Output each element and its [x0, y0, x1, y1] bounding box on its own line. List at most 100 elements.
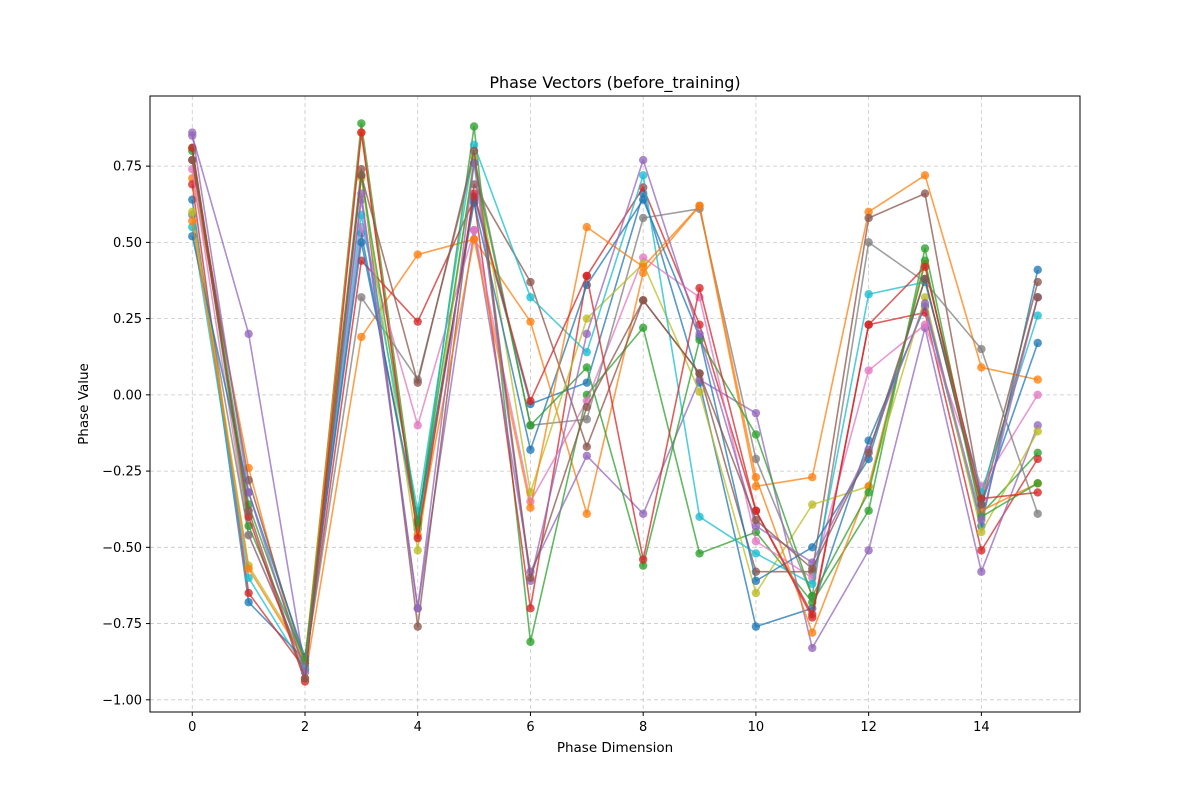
data-point	[188, 128, 197, 137]
data-point	[638, 561, 648, 570]
data-point	[695, 387, 704, 396]
series-line	[191, 184, 1039, 671]
data-point	[638, 213, 648, 223]
data-point	[808, 591, 817, 601]
data-point	[1033, 265, 1042, 275]
data-point	[357, 293, 366, 302]
data-point	[638, 155, 648, 165]
data-point	[751, 521, 761, 531]
data-point	[751, 588, 761, 598]
data-point	[188, 216, 197, 226]
series-lines	[188, 119, 1042, 686]
data-point	[357, 128, 366, 137]
data-point	[1033, 454, 1042, 464]
data-point	[244, 573, 253, 583]
data-point	[920, 274, 930, 284]
data-point	[751, 549, 761, 558]
data-point	[638, 262, 648, 271]
data-point	[469, 189, 479, 198]
data-point	[864, 320, 873, 329]
x-tick-label: 14	[973, 720, 990, 735]
data-point	[300, 674, 310, 683]
data-point	[638, 171, 648, 180]
data-point	[751, 454, 761, 464]
data-point	[1033, 479, 1042, 488]
data-point	[1033, 277, 1042, 287]
data-point	[1033, 488, 1042, 497]
data-point	[1033, 338, 1042, 348]
x-axis-ticks: 0 2 4 6 8 10 12 14	[188, 712, 990, 735]
data-point	[864, 213, 873, 223]
data-point	[977, 567, 986, 576]
y-tick-label: 0.50	[113, 236, 142, 251]
data-point	[1033, 375, 1042, 384]
data-point	[582, 442, 592, 451]
data-point	[977, 546, 986, 555]
data-point	[413, 622, 422, 631]
data-point	[977, 515, 986, 525]
data-point	[920, 189, 930, 198]
data-point	[920, 320, 930, 329]
plot-frame	[149, 95, 1081, 713]
data-point	[582, 347, 592, 357]
data-point	[357, 238, 366, 247]
series-16	[188, 146, 1042, 683]
data-point	[1033, 421, 1042, 430]
data-point	[582, 509, 592, 518]
data-point	[920, 244, 930, 253]
data-point	[920, 256, 930, 265]
data-point	[357, 332, 366, 342]
data-point	[526, 604, 535, 613]
data-point	[864, 290, 873, 299]
data-point	[751, 622, 761, 631]
data-point	[920, 262, 930, 271]
data-point	[526, 573, 535, 583]
data-point	[469, 122, 479, 131]
series-10	[188, 140, 1042, 674]
data-point	[357, 164, 366, 174]
x-tick-label: 6	[526, 720, 534, 735]
data-point	[808, 500, 817, 509]
data-point	[1033, 427, 1042, 436]
data-point	[244, 506, 253, 515]
data-point	[808, 643, 817, 653]
data-point	[582, 363, 592, 372]
y-axis-title: Phase Value	[76, 363, 92, 445]
data-point	[413, 317, 422, 326]
x-tick-label: 12	[860, 720, 877, 735]
data-point	[808, 543, 817, 552]
data-point	[413, 421, 422, 430]
data-point	[188, 155, 197, 165]
series-line	[191, 143, 1039, 671]
data-point	[751, 430, 761, 439]
data-point	[413, 533, 422, 543]
data-point	[808, 564, 817, 573]
data-point	[638, 296, 648, 305]
data-point	[244, 598, 253, 607]
data-point	[526, 293, 535, 302]
data-point	[469, 235, 479, 244]
data-point	[920, 293, 930, 302]
data-point	[808, 579, 817, 589]
data-point	[1033, 390, 1042, 400]
data-point	[526, 445, 535, 454]
data-point	[582, 378, 592, 387]
data-point	[638, 195, 648, 204]
data-point	[977, 363, 986, 372]
data-point	[751, 576, 761, 586]
chart-title: Phase Vectors (before_training)	[489, 73, 740, 93]
data-point	[357, 119, 366, 128]
data-point	[864, 488, 873, 497]
x-tick-label: 10	[748, 720, 765, 735]
y-tick-label: 0.25	[113, 312, 142, 327]
data-point	[751, 537, 761, 546]
data-point	[638, 268, 648, 278]
data-point	[920, 299, 930, 308]
data-point	[808, 628, 817, 637]
data-point	[808, 472, 817, 482]
data-point	[695, 201, 704, 210]
data-point	[526, 317, 535, 326]
series-line	[191, 198, 1039, 658]
data-point	[413, 250, 422, 259]
